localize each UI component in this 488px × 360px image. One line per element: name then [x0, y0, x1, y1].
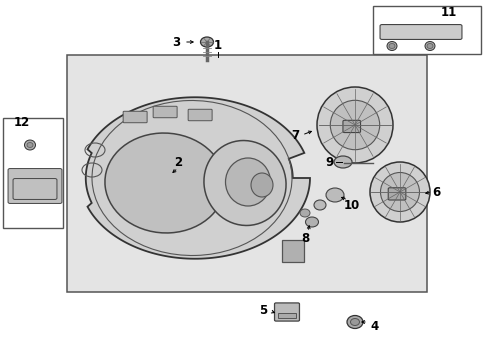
Ellipse shape: [225, 158, 270, 206]
Ellipse shape: [305, 217, 318, 227]
Ellipse shape: [299, 209, 309, 217]
FancyBboxPatch shape: [13, 179, 57, 199]
FancyBboxPatch shape: [8, 168, 62, 203]
Bar: [282, 240, 304, 262]
FancyBboxPatch shape: [379, 24, 461, 40]
Ellipse shape: [380, 172, 419, 212]
FancyBboxPatch shape: [123, 111, 147, 123]
Text: 3: 3: [172, 36, 180, 49]
Text: 6: 6: [431, 185, 439, 198]
Text: 4: 4: [370, 320, 378, 333]
Ellipse shape: [424, 41, 434, 50]
Ellipse shape: [313, 200, 325, 210]
FancyBboxPatch shape: [342, 120, 360, 132]
FancyBboxPatch shape: [274, 303, 299, 321]
Bar: [3, 118, 63, 228]
Ellipse shape: [329, 100, 379, 150]
Ellipse shape: [105, 133, 224, 233]
Bar: [278, 313, 295, 318]
Ellipse shape: [386, 41, 396, 50]
Ellipse shape: [333, 156, 351, 168]
Bar: [67, 55, 426, 292]
FancyBboxPatch shape: [153, 106, 177, 118]
Text: 7: 7: [290, 129, 299, 141]
FancyBboxPatch shape: [387, 188, 405, 200]
Text: 12: 12: [14, 116, 30, 129]
Ellipse shape: [203, 140, 285, 225]
Text: 11: 11: [440, 5, 456, 18]
Ellipse shape: [346, 315, 362, 329]
Text: 8: 8: [300, 231, 308, 244]
Ellipse shape: [316, 87, 392, 163]
Ellipse shape: [388, 44, 394, 49]
Ellipse shape: [426, 44, 432, 49]
Text: 9: 9: [325, 156, 333, 168]
Text: 5: 5: [258, 305, 266, 318]
Text: 2: 2: [174, 156, 182, 168]
Ellipse shape: [27, 143, 33, 148]
Polygon shape: [85, 97, 309, 259]
Text: 10: 10: [343, 198, 359, 212]
Ellipse shape: [369, 162, 429, 222]
Ellipse shape: [24, 140, 36, 150]
Ellipse shape: [325, 188, 343, 202]
Ellipse shape: [250, 173, 272, 197]
Bar: [372, 6, 480, 54]
Text: 1: 1: [214, 39, 222, 51]
Ellipse shape: [350, 319, 359, 325]
Ellipse shape: [200, 37, 213, 47]
FancyBboxPatch shape: [188, 109, 212, 121]
